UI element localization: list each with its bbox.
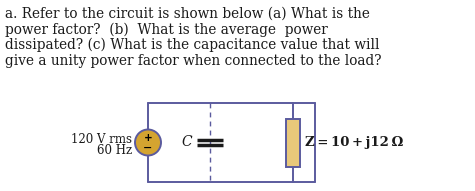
Text: 60 Hz: 60 Hz: [97, 144, 132, 157]
Text: +: +: [143, 133, 152, 143]
Text: −: −: [143, 142, 152, 152]
Text: 120 V rms: 120 V rms: [71, 133, 132, 146]
Bar: [286, 118, 300, 167]
Text: dissipated? (c) What is the capacitance value that will: dissipated? (c) What is the capacitance …: [5, 38, 380, 52]
Text: power factor?  (b)  What is the average  power: power factor? (b) What is the average po…: [5, 23, 328, 37]
Text: a. Refer to the circuit is shown below (a) What is the: a. Refer to the circuit is shown below (…: [5, 7, 370, 21]
Text: Z = 10 + j12 Ω: Z = 10 + j12 Ω: [305, 136, 403, 149]
Text: give a unity power factor when connected to the load?: give a unity power factor when connected…: [5, 53, 381, 67]
Circle shape: [135, 129, 161, 155]
Text: C: C: [181, 134, 192, 148]
